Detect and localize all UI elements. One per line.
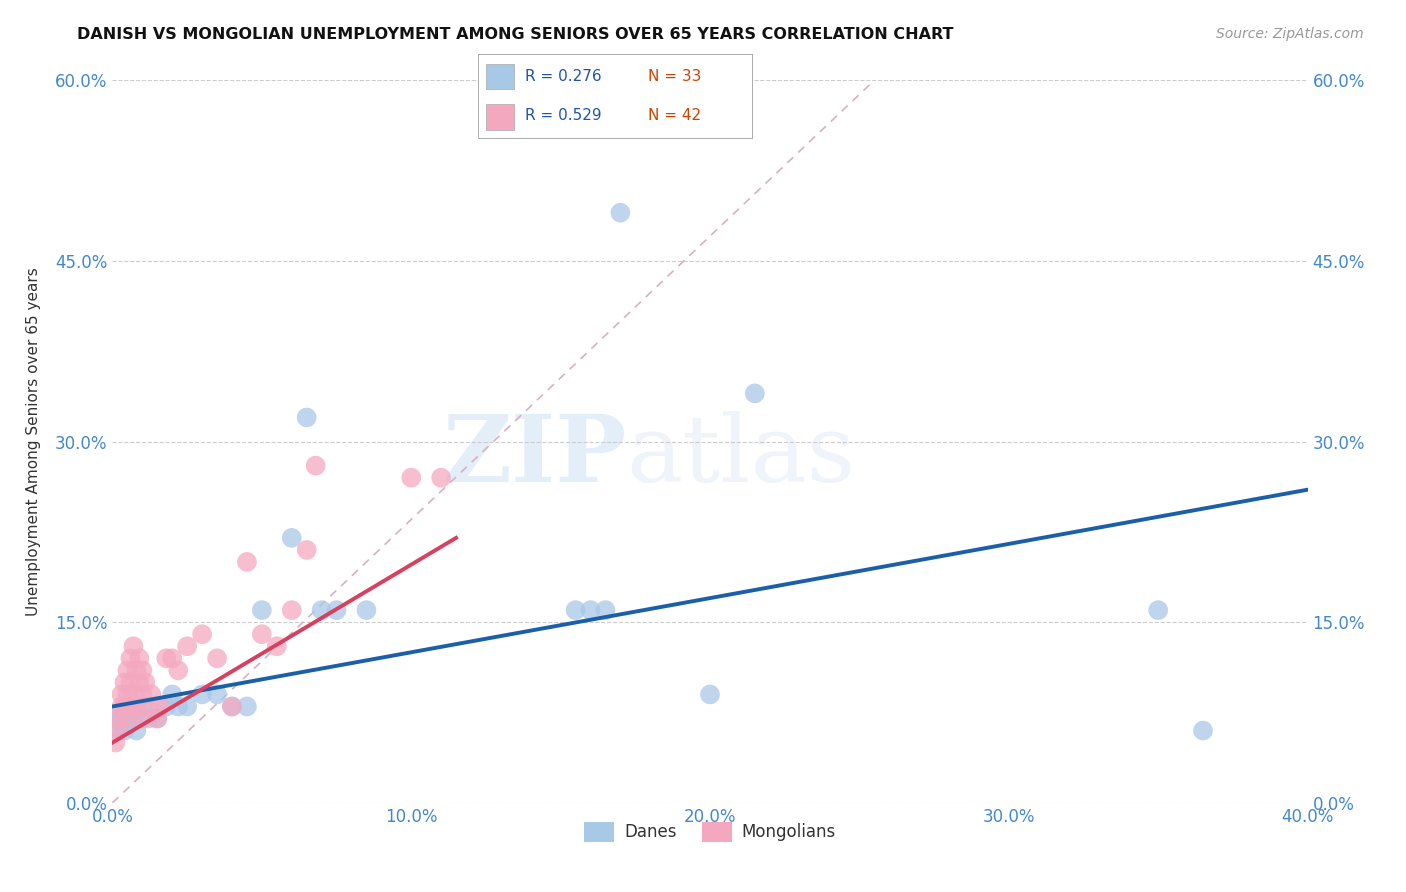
Point [281, 603, 304, 617]
Point [110, 699, 132, 714]
Point [128, 675, 150, 690]
Point [176, 639, 198, 653]
Point [104, 735, 127, 749]
Text: atlas: atlas [627, 411, 856, 501]
Point [131, 712, 153, 726]
Legend: Danes, Mongolians: Danes, Mongolians [578, 815, 842, 848]
Point [1147, 603, 1170, 617]
Point [107, 723, 129, 738]
Y-axis label: Unemployment Among Seniors over 65 years: Unemployment Among Seniors over 65 years [27, 268, 41, 615]
Point [236, 555, 259, 569]
Point [305, 458, 328, 473]
Point [430, 470, 453, 484]
Point [167, 664, 190, 678]
Point [744, 386, 766, 401]
Point [107, 712, 129, 726]
Point [564, 603, 586, 617]
Point [117, 664, 139, 678]
Point [250, 603, 273, 617]
Point [128, 651, 150, 665]
Point [149, 699, 172, 714]
Point [191, 687, 214, 701]
Point [295, 542, 318, 557]
Point [236, 699, 259, 714]
Point [609, 205, 631, 219]
Point [155, 651, 177, 665]
Point [114, 723, 135, 738]
Text: N = 42: N = 42 [648, 108, 702, 123]
Point [114, 699, 135, 714]
Point [141, 687, 163, 701]
Point [110, 712, 132, 726]
Point [122, 687, 145, 701]
Point [125, 699, 148, 714]
Point [579, 603, 602, 617]
Point [699, 687, 721, 701]
Point [131, 699, 153, 714]
Point [146, 712, 169, 726]
Point [205, 651, 228, 665]
Point [110, 687, 132, 701]
Point [167, 699, 190, 714]
Point [250, 627, 273, 641]
Point [131, 687, 153, 701]
Point [221, 699, 243, 714]
Bar [486, 104, 513, 130]
Point [311, 603, 333, 617]
Point [1192, 723, 1215, 738]
Point [146, 712, 169, 726]
Point [295, 410, 318, 425]
Text: Source: ZipAtlas.com: Source: ZipAtlas.com [1216, 27, 1364, 41]
Point [117, 712, 139, 726]
Point [120, 675, 142, 690]
Text: R = 0.276: R = 0.276 [524, 69, 602, 84]
Point [134, 675, 156, 690]
Point [221, 699, 243, 714]
Point [125, 723, 148, 738]
Point [176, 699, 198, 714]
Point [138, 699, 160, 714]
Text: DANISH VS MONGOLIAN UNEMPLOYMENT AMONG SENIORS OVER 65 YEARS CORRELATION CHART: DANISH VS MONGOLIAN UNEMPLOYMENT AMONG S… [77, 27, 953, 42]
Point [162, 651, 183, 665]
Point [117, 699, 139, 714]
Point [104, 712, 127, 726]
Point [162, 687, 183, 701]
Text: R = 0.529: R = 0.529 [524, 108, 602, 123]
Point [120, 651, 142, 665]
Text: N = 33: N = 33 [648, 69, 702, 84]
Point [131, 664, 153, 678]
Point [120, 699, 142, 714]
Point [155, 699, 177, 714]
Point [595, 603, 617, 617]
Point [356, 603, 378, 617]
Point [107, 723, 129, 738]
Point [266, 639, 288, 653]
Point [191, 627, 214, 641]
Point [281, 531, 304, 545]
Text: ZIP: ZIP [441, 411, 627, 501]
Point [401, 470, 423, 484]
Point [138, 712, 160, 726]
Point [122, 712, 145, 726]
Point [117, 687, 139, 701]
Bar [486, 63, 513, 89]
Point [125, 664, 148, 678]
Point [114, 675, 135, 690]
Point [120, 712, 142, 726]
Point [205, 687, 228, 701]
Point [325, 603, 347, 617]
Point [122, 639, 145, 653]
